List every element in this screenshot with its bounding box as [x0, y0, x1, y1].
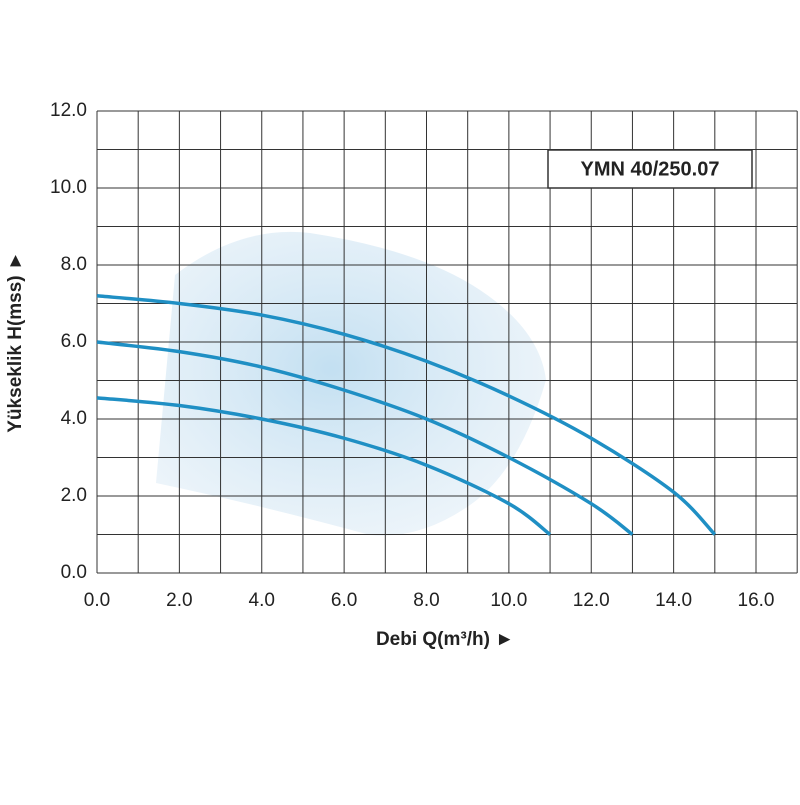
x-tick-label: 8.0 [413, 590, 439, 611]
x-tick-label: 16.0 [738, 590, 775, 611]
x-tick-label: 10.0 [490, 590, 527, 611]
y-tick-label: 12.0 [50, 100, 87, 121]
chart-title: YMN 40/250.07 [581, 158, 720, 180]
x-tick-label: 6.0 [331, 590, 357, 611]
y-tick-label: 10.0 [50, 177, 87, 198]
pump-curve [96, 340, 634, 536]
pump-curve [96, 396, 552, 536]
y-axis-label: Yükseklik H(mss) ► [5, 251, 26, 432]
operating-region [156, 231, 546, 536]
x-tick-label: 14.0 [655, 590, 692, 611]
y-tick-label: 4.0 [61, 408, 87, 429]
x-axis-label: Debi Q(m³/h) ► [376, 629, 514, 650]
x-tick-label: 12.0 [573, 590, 610, 611]
pump-curve [96, 294, 717, 536]
x-tick-label: 0.0 [84, 590, 110, 611]
x-tick-label: 2.0 [166, 590, 192, 611]
model-box [547, 149, 753, 189]
y-tick-label: 6.0 [61, 331, 87, 352]
y-tick-label: 0.0 [61, 562, 87, 583]
y-tick-label: 8.0 [61, 254, 87, 275]
x-tick-label: 4.0 [249, 590, 275, 611]
y-tick-label: 2.0 [61, 485, 87, 506]
